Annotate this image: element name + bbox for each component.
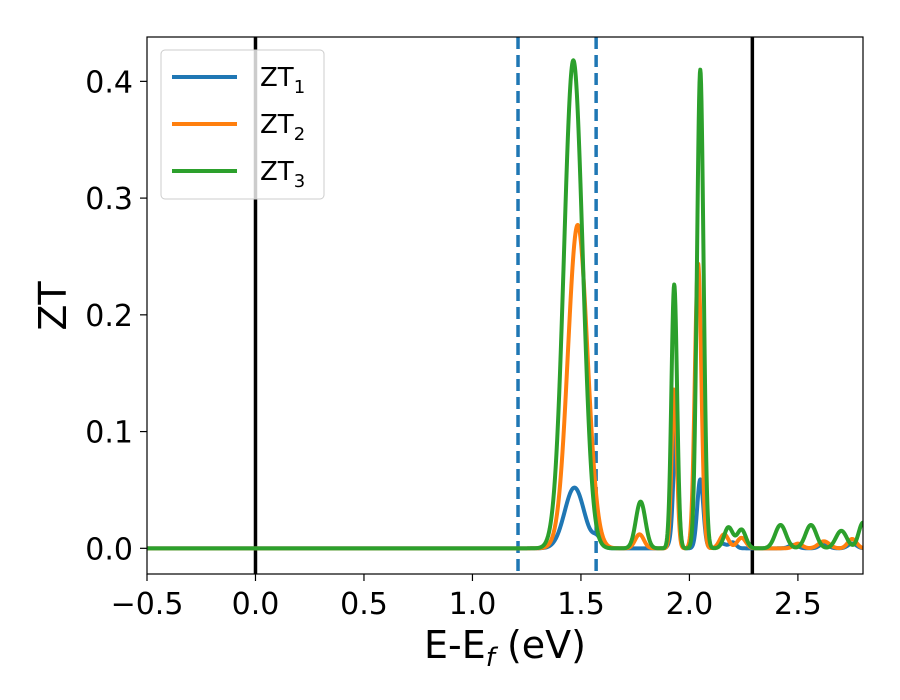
series-lines — [147, 58, 863, 551]
x-tick-label: −0.5 — [111, 587, 184, 622]
y-tick-label: 0.3 — [85, 182, 133, 217]
x-tick-label: 1.0 — [449, 587, 497, 622]
x-tick-label: 1.5 — [557, 587, 605, 622]
x-axis-ticks: −0.5 0.0 0.5 1.0 1.5 2.0 2.5 — [111, 574, 822, 622]
x-tick-label: 0.0 — [232, 587, 280, 622]
legend-label-3: ZT3 — [260, 157, 305, 192]
legend: ZT1 ZT2 ZT3 — [160, 49, 325, 200]
x-tick-label: 2.5 — [774, 587, 822, 622]
x-tick-label: 0.5 — [340, 587, 388, 622]
y-tick-label: 0.2 — [85, 299, 133, 334]
y-axis-label: ZT — [31, 281, 75, 331]
y-axis-ticks: 0.0 0.1 0.2 0.3 0.4 — [85, 65, 147, 567]
series-line-3 — [147, 58, 863, 551]
legend-box — [160, 49, 325, 200]
y-tick-label: 0.4 — [85, 65, 133, 100]
y-tick-label: 0.1 — [85, 416, 133, 451]
y-tick-label: 0.0 — [85, 532, 133, 567]
x-axis-label: E-Ef (eV) — [424, 623, 586, 673]
x-tick-label: 2.0 — [666, 587, 714, 622]
legend-label-2: ZT2 — [260, 110, 305, 145]
legend-label-1: ZT1 — [260, 63, 305, 98]
plot-frame — [146, 36, 864, 575]
